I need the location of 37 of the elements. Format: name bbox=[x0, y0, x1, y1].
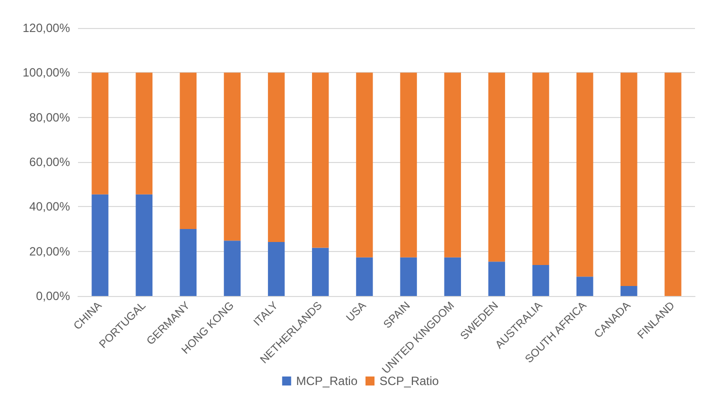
bar bbox=[620, 286, 638, 296]
bar bbox=[92, 72, 108, 194]
bar bbox=[268, 242, 285, 296]
legend-label: SCP_Ratio bbox=[379, 374, 440, 388]
y-tick-label: 80,00% bbox=[29, 110, 70, 124]
bar bbox=[224, 240, 241, 296]
bar bbox=[92, 194, 108, 296]
bar bbox=[532, 72, 550, 265]
bar bbox=[400, 72, 417, 258]
bar bbox=[400, 257, 417, 296]
y-tick-label: 0,00% bbox=[36, 289, 70, 303]
bar bbox=[664, 72, 682, 296]
bar bbox=[488, 72, 506, 262]
bar bbox=[576, 276, 594, 296]
y-tick-label: 20,00% bbox=[29, 244, 70, 258]
bar bbox=[312, 72, 329, 248]
bar bbox=[136, 72, 152, 194]
y-tick-label: 120,00% bbox=[22, 21, 70, 35]
bar bbox=[312, 248, 329, 296]
bar bbox=[620, 72, 638, 286]
bar bbox=[356, 72, 373, 258]
bar bbox=[576, 72, 594, 277]
bar bbox=[136, 194, 152, 296]
bar bbox=[444, 72, 461, 258]
bar bbox=[488, 262, 506, 296]
bar bbox=[444, 257, 461, 296]
bar bbox=[180, 229, 197, 296]
y-tick-label: 100,00% bbox=[22, 66, 70, 80]
bar bbox=[356, 257, 373, 296]
legend-label: MCP_Ratio bbox=[296, 374, 358, 388]
bar bbox=[268, 72, 285, 242]
bar bbox=[224, 72, 241, 241]
bar bbox=[180, 72, 197, 229]
bar bbox=[532, 264, 550, 296]
x-tick-label: USA bbox=[344, 299, 370, 324]
y-tick-label: 40,00% bbox=[29, 200, 70, 214]
y-tick-label: 60,00% bbox=[29, 155, 70, 169]
